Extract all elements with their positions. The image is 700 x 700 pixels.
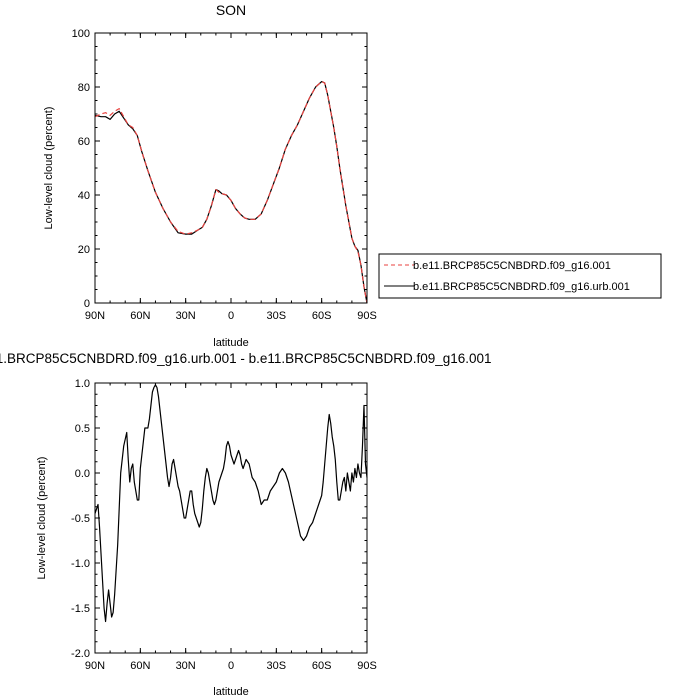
top-y-axis-label: Low-level cloud (percent) [43, 107, 55, 230]
top-series-line-1 [94, 80, 368, 304]
bottom-plot-frame [94, 382, 368, 654]
bottom-y-ticks: -2.0 -1.5 -1.0 -0.5 0.0 0.5 1.0 [71, 378, 367, 660]
top-x-tick-label: 90S [357, 310, 377, 322]
legend-label-series-1: b.e11.BRCP85C5CNBDRD.f09_g16.001 [413, 260, 611, 272]
bottom-chart-title: b.e11.BRCP85C5CNBDRD.f09_g16.urb.001 - b… [0, 351, 492, 366]
top-y-ticks: 0 20 40 60 80 100 [72, 28, 367, 310]
bottom-x-tick-label: 0 [228, 660, 234, 672]
top-panel: SON 90N 60N 30N 0 30S 60S 90S 0 20 40 60 80 100 lat… [43, 2, 662, 349]
top-x-ticks: 90N 60N 30N 0 30S 60S 90S [85, 33, 377, 322]
top-x-tick-label: 60S [312, 310, 332, 322]
top-y-tick-label: 20 [78, 244, 90, 256]
top-chart-title: SON [216, 2, 246, 18]
bottom-series-line-1 [94, 384, 368, 623]
top-y-tick-label: 60 [78, 136, 90, 148]
top-series-line-2 [94, 80, 368, 304]
top-series-group [94, 80, 368, 304]
top-x-tick-label: 30S [267, 310, 287, 322]
bottom-y-tick-label: -1.5 [71, 603, 90, 615]
bottom-y-tick-label: -2.0 [71, 648, 90, 660]
bottom-x-axis-label: latitude [213, 686, 248, 698]
bottom-series-group [94, 384, 368, 623]
top-y-tick-label: 100 [72, 28, 90, 40]
top-x-tick-label: 60N [130, 310, 150, 322]
bottom-y-axis-label: Low-level cloud (percent) [36, 457, 48, 580]
bottom-y-tick-label: -1.0 [71, 558, 90, 570]
bottom-x-ticks: 90N 60N 30N 0 30S 60S 90S [85, 383, 377, 672]
bottom-x-tick-label: 30N [176, 660, 196, 672]
top-y-tick-label: 40 [78, 190, 90, 202]
legend-box [378, 253, 662, 299]
bottom-x-tick-label: 30S [267, 660, 287, 672]
bottom-y-tick-label: -0.5 [71, 513, 90, 525]
bottom-y-tick-label: 1.0 [75, 378, 90, 390]
top-x-tick-label: 30N [176, 310, 196, 322]
top-plot-frame [94, 32, 368, 304]
bottom-y-tick-label: 0.5 [75, 423, 90, 435]
legend: b.e11.BRCP85C5CNBDRD.f09_g16.001 b.e11.B… [378, 253, 662, 299]
bottom-x-tick-label: 90S [357, 660, 377, 672]
top-y-tick-label: 0 [84, 298, 90, 310]
top-x-axis-label: latitude [213, 337, 248, 349]
bottom-y-tick-label: 0.0 [75, 468, 90, 480]
bottom-x-tick-label: 90N [85, 660, 105, 672]
bottom-x-tick-label: 60S [312, 660, 332, 672]
top-x-tick-label: 90N [85, 310, 105, 322]
bottom-x-tick-label: 60N [130, 660, 150, 672]
bottom-panel: b.e11.BRCP85C5CNBDRD.f09_g16.urb.001 - b… [0, 351, 492, 698]
top-y-tick-label: 80 [78, 82, 90, 94]
top-x-tick-label: 0 [228, 310, 234, 322]
legend-label-series-2: b.e11.BRCP85C5CNBDRD.f09_g16.urb.001 [413, 281, 630, 293]
